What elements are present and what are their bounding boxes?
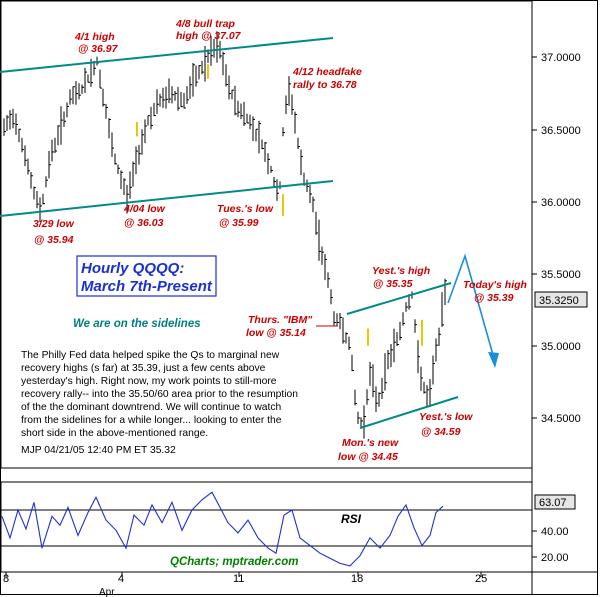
upper-channel-line xyxy=(0,37,334,73)
price-y-axis: 37.0000 36.5000 36.0000 35.5000 35.0000 … xyxy=(532,52,581,425)
commentary-line: recovery highs (s far) at 35.39, just a … xyxy=(21,363,266,374)
y-tick-label: 35.5000 xyxy=(541,269,581,281)
annotation: Today's high @ 35.39 xyxy=(463,279,530,304)
annotations: 4/1 high @ 36.97 4/8 bull trap high @ 37… xyxy=(33,18,530,463)
x-tick-month-label: Apr xyxy=(99,587,115,597)
commentary-line: yesterday's high. Right now, my work poi… xyxy=(21,376,277,387)
commentary-line: from the sidelines for a while longer...… xyxy=(21,415,282,426)
commentary-line: recovery rally-- into the 35.50/60 area … xyxy=(21,389,298,400)
annotation: 4/1 high @ 36.97 xyxy=(74,31,119,55)
lower-channel-line xyxy=(0,180,334,217)
arrow-head-icon xyxy=(488,352,499,368)
trend-channels xyxy=(0,37,459,429)
annotation: Tues.'s low @ 35.99 xyxy=(217,203,276,229)
x-tick-label: 18 xyxy=(351,573,363,585)
rsi-last-value: 63.07 xyxy=(539,497,567,509)
title-box xyxy=(76,255,217,297)
annotation: Yest.'s low @ 34.59 xyxy=(419,411,475,438)
x-tick-label: 11 xyxy=(233,573,244,585)
annotation: Thurs. "IBM" low @ 35.14 xyxy=(246,314,315,339)
rsi-label: RSI xyxy=(341,512,362,526)
x-axis: 8 4 Apr 11 18 25 xyxy=(3,572,487,597)
rsi-line xyxy=(1,491,444,567)
price-bars xyxy=(3,31,447,439)
commentary-line: short side in the above-mentioned range. xyxy=(21,428,208,439)
chart-credit: QCharts; mptrader.com xyxy=(170,556,298,568)
y-tick-label: 36.0000 xyxy=(541,197,581,209)
last-price-marker: 35.3250 xyxy=(534,291,588,308)
annotation: 3/29 low @ 35.94 xyxy=(33,218,77,246)
annotation: 4/04 low @ 36.03 xyxy=(123,203,168,229)
rsi-panel: RSI QCharts; mptrader.com 40.00 20.00 63… xyxy=(1,491,576,568)
commentary-signature: MJP 04/21/05 12:40 PM ET 35.32 xyxy=(21,445,176,456)
annotation: Mon.'s new low @ 34.45 xyxy=(338,437,401,463)
x-tick-label: 25 xyxy=(475,573,487,585)
y-tick-label: 35.0000 xyxy=(541,341,581,353)
chart-title: Hourly QQQQ: March 7th-Present xyxy=(76,255,217,297)
rsi-y-tick-label: 20.00 xyxy=(541,552,569,564)
rsi-last-value-box xyxy=(534,494,576,510)
recovery-upper-line xyxy=(346,282,452,315)
commentary-line: of the the dominant downtrend. We will c… xyxy=(21,402,282,413)
projection-arrow xyxy=(447,253,499,368)
y-tick-label: 36.5000 xyxy=(541,125,581,137)
annotation: 4/8 bull trap high @ 37.07 xyxy=(175,18,242,42)
annotation: 4/12 headfake rally to 36.78 xyxy=(292,66,365,91)
recovery-lower-line xyxy=(359,396,459,429)
status-text: We are on the sidelines xyxy=(73,318,201,330)
title-text: Hourly QQQQ: March 7th-Present xyxy=(81,260,213,295)
annotation: Yest.'s high @ 35.35 xyxy=(372,265,433,290)
x-tick-label: 8 xyxy=(3,573,9,585)
commentary: The Philly Fed data helped spike the Qs … xyxy=(21,350,298,456)
rsi-y-tick-label: 40.00 xyxy=(541,526,569,538)
last-price-label: 35.3250 xyxy=(539,295,579,307)
y-tick-label: 37.0000 xyxy=(541,52,581,64)
y-tick-label: 34.5000 xyxy=(541,413,581,425)
commentary-line: The Philly Fed data helped spike the Qs … xyxy=(21,350,280,361)
x-tick-label: 4 xyxy=(118,573,124,585)
